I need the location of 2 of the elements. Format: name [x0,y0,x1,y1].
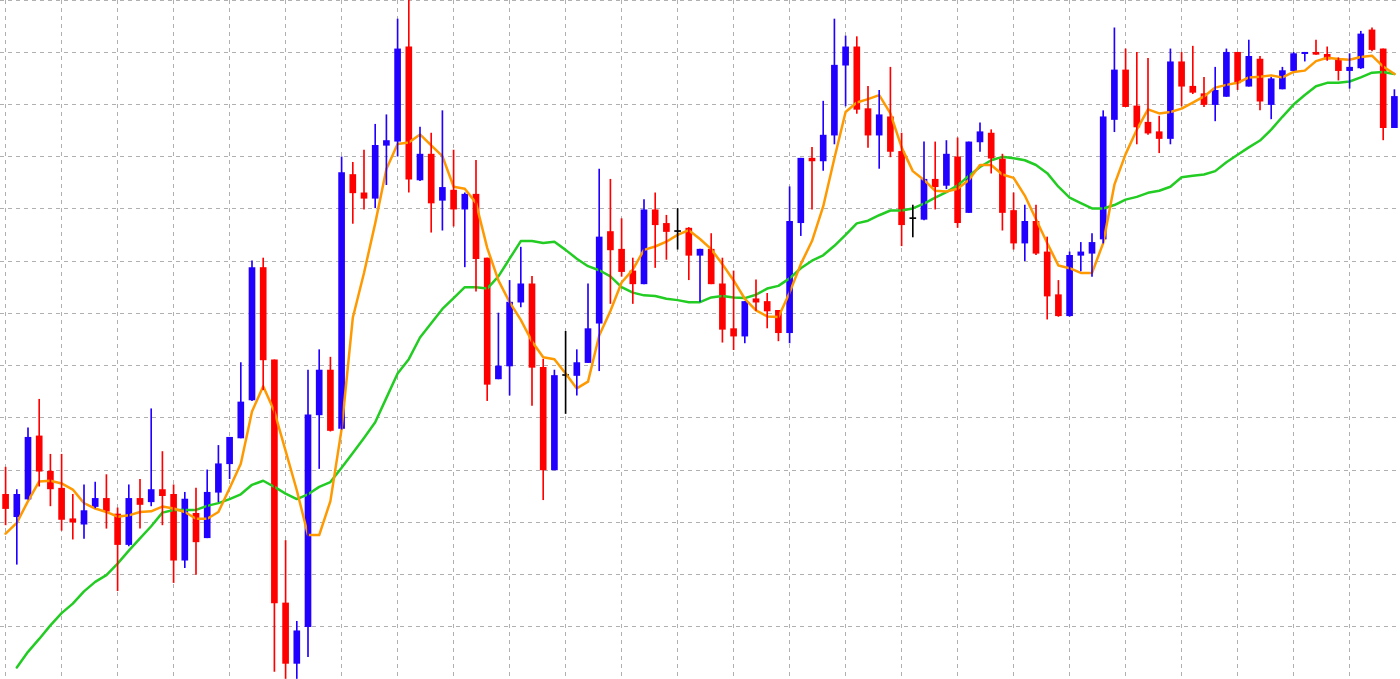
candlestick [909,204,917,238]
candlestick [965,141,973,213]
